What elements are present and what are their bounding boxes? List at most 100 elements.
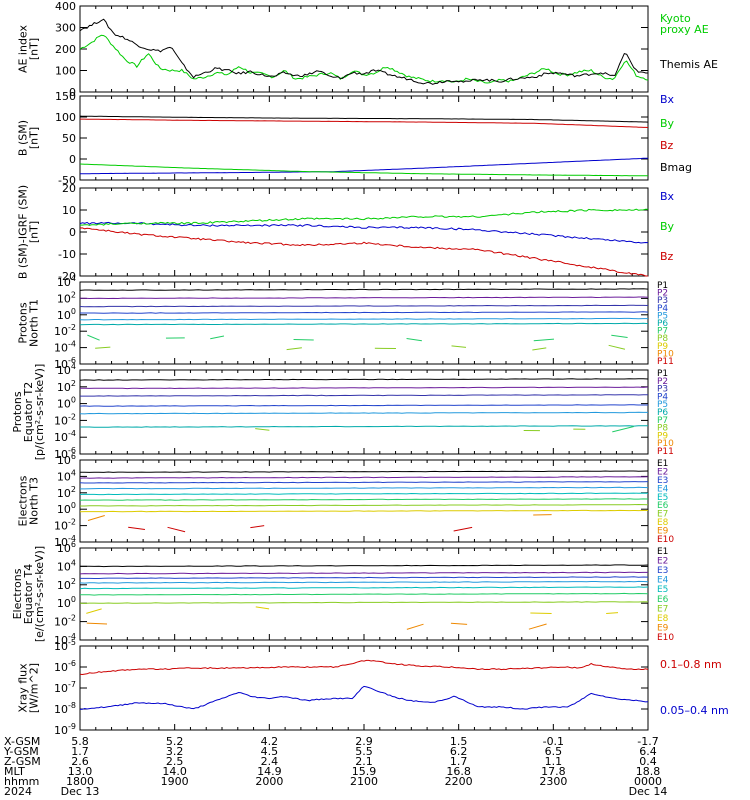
y-axis-label: [nT]	[28, 38, 41, 60]
channel-segment	[128, 526, 146, 531]
legend-entry: P8	[657, 334, 668, 344]
legend-entry: P6	[657, 408, 668, 418]
y-tick-label: 100	[55, 65, 76, 78]
series-line	[79, 115, 649, 123]
y-axis-label: B (SM)	[17, 120, 30, 156]
y-tick-label: 0	[69, 153, 76, 166]
channel-segment	[606, 612, 619, 615]
y-tick-label: 0	[69, 86, 76, 99]
y-tick-label: 200	[55, 43, 76, 56]
y-tick-label: 50	[62, 132, 76, 145]
channel-segment	[87, 515, 105, 521]
y-axis-label: AE index	[17, 24, 30, 73]
footer-value: 13.0	[68, 765, 93, 778]
y-tick-label: 20	[62, 182, 76, 195]
footer-value: 2.4	[261, 755, 279, 768]
y-tick-label: 100	[57, 501, 76, 516]
footer-value: 6.2	[450, 745, 468, 758]
panel-2: 150 100 50 0 -50 B (SM)[nT] Bx By Bz Bmag	[17, 90, 693, 187]
channel-line	[79, 509, 649, 513]
channel-segment	[530, 612, 552, 615]
channel-segment	[406, 623, 424, 630]
channel-line	[79, 586, 649, 590]
channel-segment	[528, 623, 547, 630]
legend-entry: proxy AE	[660, 23, 709, 36]
channel-segment	[451, 345, 467, 348]
channel-line	[80, 503, 649, 507]
channel-line	[79, 322, 649, 326]
footer-value: 5.2	[166, 735, 184, 748]
footer-value: 2200	[445, 775, 473, 788]
legend-entry: Bz	[660, 250, 674, 263]
channel-segment	[532, 347, 547, 351]
legend-entry: P6	[657, 319, 668, 329]
channel-line	[79, 571, 648, 575]
channel-line	[79, 404, 648, 407]
y-tick-label: 100	[57, 595, 76, 610]
footer-value: 1.5	[450, 735, 468, 748]
y-tick-label: 400	[55, 0, 76, 13]
channel-segment	[250, 525, 265, 529]
legend-entry: By	[660, 220, 675, 233]
y-tick-label: -10	[58, 248, 76, 261]
panel-3: 20 10 0 -10 -20 B (SM)-IGRF (SM)[nT] Bx By Bz	[17, 182, 675, 283]
footer-value: 2300	[539, 775, 567, 788]
channel-segment	[255, 606, 270, 610]
y-tick-label: 102	[57, 290, 76, 305]
channel-line	[79, 601, 649, 604]
legend-entry: P7	[657, 416, 668, 426]
footer-value: 15.9	[352, 765, 377, 778]
y-tick-label: 102	[57, 485, 76, 500]
series-line	[79, 659, 649, 676]
y-tick-label: 10-9	[54, 722, 76, 737]
channel-segment	[608, 344, 626, 350]
series-line	[80, 157, 648, 175]
series-line	[79, 18, 648, 85]
footer-value: Dec 14	[629, 785, 668, 798]
footer-row-label: Z-GSM	[4, 755, 41, 768]
legend-entry: E1	[657, 459, 668, 469]
y-tick-label: 104	[57, 468, 76, 483]
channel-segment	[611, 334, 628, 339]
footer-value: 2.9	[355, 735, 373, 748]
channel-segment	[167, 526, 186, 533]
y-axis-label: Electrons	[17, 475, 30, 526]
footer-value: 2.6	[71, 755, 89, 768]
channel-line	[80, 394, 648, 397]
legend-entry: E5	[657, 493, 668, 503]
y-tick-label: 10-6	[54, 659, 76, 674]
legend-entry: P4	[657, 304, 668, 314]
y-axis-label: Protons	[11, 391, 24, 432]
series-line	[79, 163, 648, 177]
y-axis-label: Protons	[17, 302, 30, 343]
channel-segment	[293, 339, 314, 341]
series-line	[80, 118, 649, 128]
footer-value: 14.0	[162, 765, 187, 778]
series-line	[79, 34, 649, 84]
legend-entry: E4	[657, 576, 669, 586]
channel-line	[80, 564, 649, 568]
channel-segment	[87, 334, 100, 341]
panel-frame	[79, 281, 649, 365]
footer-value: 14.9	[257, 765, 282, 778]
channel-segment	[450, 622, 468, 625]
footer-value: 0000	[634, 775, 662, 788]
orbit-footer: X-GSMY-GSMZ-GSMMLThhmm20245.81.72.613.01…	[3, 735, 667, 798]
footer-value: -1.7	[637, 735, 658, 748]
y-axis-label: North T3	[28, 477, 41, 525]
channel-segment	[286, 347, 302, 351]
legend-entry: E7	[657, 604, 668, 614]
series-line	[79, 685, 649, 710]
y-tick-label: -50	[58, 174, 76, 187]
channel-segment	[406, 338, 422, 342]
footer-value: 4.5	[261, 745, 279, 758]
y-tick-label: 10-2	[54, 614, 76, 629]
legend-entry: Themis AE	[659, 58, 718, 71]
y-tick-label: 106	[57, 540, 76, 555]
series-line	[79, 208, 649, 226]
footer-value: 1800	[66, 775, 94, 788]
y-tick-label: 102	[57, 379, 76, 394]
